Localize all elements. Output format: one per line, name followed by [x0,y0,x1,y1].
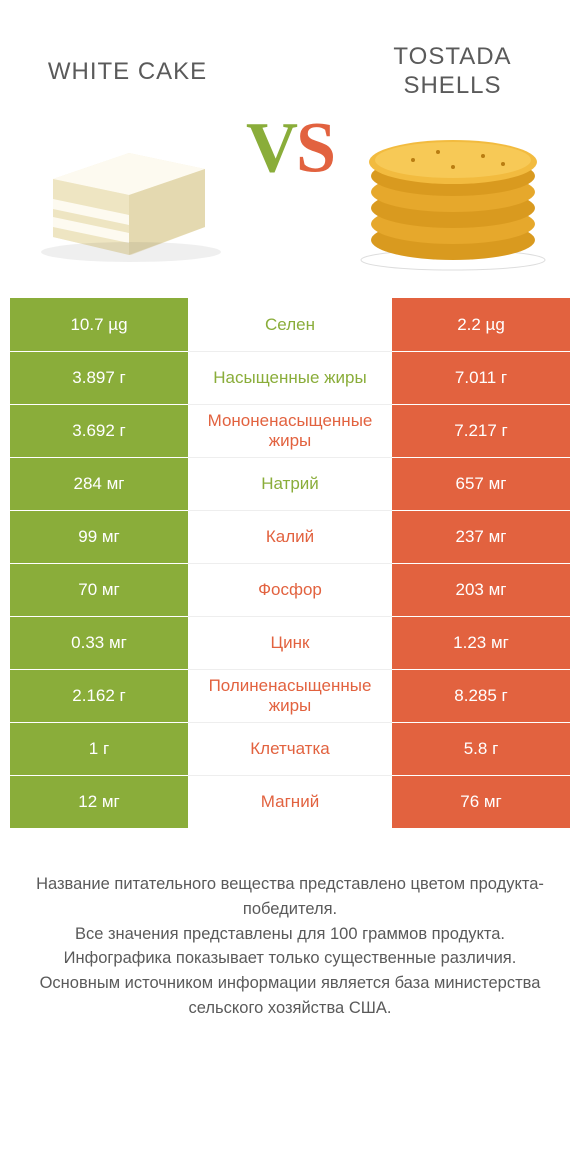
nutrient-label: Калий [188,510,392,563]
table-row: 2.162 гПолиненасыщенные жиры8.285 г [10,669,570,722]
cake-image [28,112,228,272]
table-row: 10.7 µgСелен2.2 µg [10,298,570,351]
right-value: 237 мг [392,510,570,563]
nutrient-label: Мононенасыщенные жиры [188,404,392,457]
right-product-title: TOSTADA SHELLS [345,32,560,112]
left-value: 3.692 г [10,404,188,457]
table-row: 1 гКлетчатка5.8 г [10,722,570,775]
footer-line-3: Инфографика показывает только существенн… [28,946,552,971]
table-row: 99 мгКалий237 мг [10,510,570,563]
comparison-header: WHITE CAKE VS TOSTADA SHELLS [0,0,580,286]
right-value: 7.217 г [392,404,570,457]
nutrient-label: Селен [188,298,392,351]
right-value: 1.23 мг [392,616,570,669]
nutrient-label: Полиненасыщенные жиры [188,669,392,722]
vs-label: VS [246,106,334,189]
tostada-image [353,112,553,272]
nutrient-table: 10.7 µgСелен2.2 µg3.897 гНасыщенные жиры… [10,298,570,828]
table-row: 0.33 мгЦинк1.23 мг [10,616,570,669]
vs-v: V [246,107,296,187]
left-product: WHITE CAKE [20,32,235,272]
right-value: 5.8 г [392,722,570,775]
nutrient-label: Цинк [188,616,392,669]
nutrient-label: Насыщенные жиры [188,351,392,404]
left-product-title: WHITE CAKE [48,32,207,112]
right-value: 203 мг [392,563,570,616]
left-value: 0.33 мг [10,616,188,669]
table-row: 70 мгФосфор203 мг [10,563,570,616]
right-value: 7.011 г [392,351,570,404]
left-value: 10.7 µg [10,298,188,351]
right-value: 8.285 г [392,669,570,722]
left-value: 284 мг [10,457,188,510]
right-value: 2.2 µg [392,298,570,351]
footer-notes: Название питательного вещества представл… [0,872,580,1021]
right-value: 657 мг [392,457,570,510]
table-row: 3.897 гНасыщенные жиры7.011 г [10,351,570,404]
left-value: 99 мг [10,510,188,563]
footer-line-2: Все значения представлены для 100 граммо… [28,922,552,947]
table-row: 3.692 гМононенасыщенные жиры7.217 г [10,404,570,457]
left-value: 1 г [10,722,188,775]
footer-line-1: Название питательного вещества представл… [28,872,552,922]
table-row: 284 мгНатрий657 мг [10,457,570,510]
nutrient-label: Магний [188,775,392,828]
nutrient-label: Натрий [188,457,392,510]
nutrient-label: Фосфор [188,563,392,616]
left-value: 70 мг [10,563,188,616]
footer-line-4: Основным источником информации является … [28,971,552,1021]
left-value: 12 мг [10,775,188,828]
right-product: TOSTADA SHELLS [345,32,560,272]
left-value: 3.897 г [10,351,188,404]
nutrient-label: Клетчатка [188,722,392,775]
table-row: 12 мгМагний76 мг [10,775,570,828]
vs-s: S [296,107,334,187]
right-value: 76 мг [392,775,570,828]
left-value: 2.162 г [10,669,188,722]
